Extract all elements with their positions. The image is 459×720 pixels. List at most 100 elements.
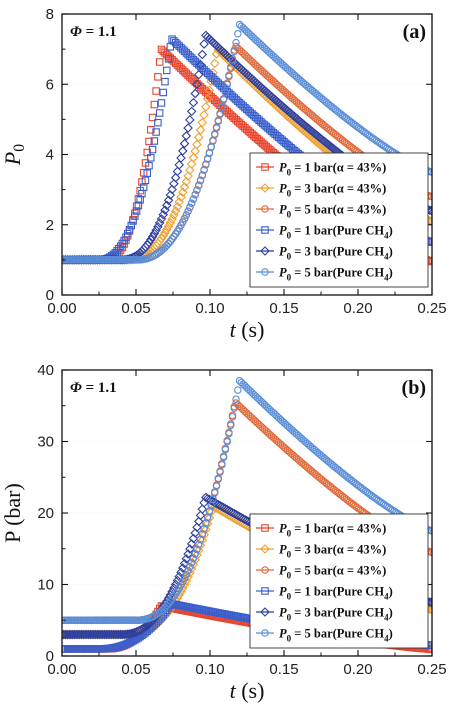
- data-point: [162, 224, 172, 235]
- data-point: [164, 599, 173, 608]
- data-point: [230, 404, 239, 412]
- legend-marker: [261, 268, 269, 276]
- data-point: [181, 131, 192, 141]
- y-tick-label: 0: [46, 648, 54, 665]
- phi-annotation: Φ = 1.1: [70, 24, 117, 40]
- legend-label: P0 = 1 bar(α = 43%): [279, 522, 386, 539]
- data-point: [226, 64, 235, 73]
- data-point: [187, 199, 196, 208]
- data-point: [166, 237, 175, 246]
- x-tick-label: 0.25: [417, 300, 446, 317]
- data-point: [62, 645, 66, 653]
- legend-label: P0 = 1 bar(Pure CH4): [279, 224, 393, 241]
- data-point: [158, 230, 169, 241]
- data-point: [125, 225, 134, 234]
- data-point: [212, 124, 221, 132]
- data-point: [209, 58, 220, 69]
- legend-marker: [261, 587, 269, 595]
- data-point: [202, 93, 213, 104]
- data-point: [181, 176, 192, 187]
- data-point: [196, 176, 205, 185]
- data-point: [163, 221, 174, 232]
- data-point: [188, 97, 199, 108]
- legend: P0 = 1 bar(α = 43%) P0 = 3 bar(α = 43%) P0…: [249, 152, 429, 288]
- data-point: [122, 629, 133, 639]
- x-tick-label: 0.00: [47, 661, 76, 678]
- data-point: [221, 445, 230, 454]
- data-point: [201, 102, 211, 112]
- data-point: [145, 137, 153, 146]
- data-point: [204, 85, 215, 95]
- data-point: [154, 73, 162, 81]
- x-tick-label: 0.25: [417, 661, 446, 678]
- data-point: [199, 39, 209, 49]
- data-point: [234, 29, 242, 38]
- data-point: [214, 475, 223, 483]
- data-point: [132, 207, 141, 215]
- data-point: [126, 628, 137, 639]
- data-point: [219, 96, 228, 104]
- legend-label: P0 = 1 bar(α = 43%): [279, 161, 386, 178]
- legend-marker: [260, 246, 270, 256]
- data-point: [123, 229, 132, 238]
- legend-label: P0 = 3 bar(α = 43%): [279, 543, 386, 560]
- legend-label: P0 = 5 bar(α = 43%): [279, 564, 386, 581]
- data-point: [195, 540, 203, 549]
- data-point: [197, 117, 208, 128]
- data-point: [196, 535, 205, 544]
- y-tick-label: 0: [46, 287, 54, 304]
- data-point: [150, 100, 159, 109]
- y-tick-label: 6: [46, 76, 54, 93]
- data-point: [148, 113, 157, 122]
- data-point: [190, 146, 200, 156]
- data-point: [191, 550, 199, 558]
- data-point: [219, 453, 228, 462]
- legend-marker: [261, 226, 269, 234]
- x-tick-label: 0.20: [343, 300, 372, 317]
- data-point: [176, 153, 186, 163]
- x-tick-label: 0.05: [121, 300, 150, 317]
- data-point: [145, 161, 153, 170]
- x-tick-label: 0.10: [195, 661, 224, 678]
- data-point: [191, 191, 199, 199]
- data-point: [221, 88, 230, 96]
- panel-label: (b): [402, 377, 426, 399]
- y-tick-label: 2: [46, 217, 54, 234]
- data-point: [177, 146, 188, 156]
- y-tick-label: 8: [46, 6, 54, 23]
- data-point: [189, 195, 198, 204]
- data-point: [186, 159, 197, 169]
- legend: P0 = 1 bar(α = 43%) P0 = 3 bar(α = 43%) P0…: [249, 513, 429, 649]
- data-point: [124, 629, 135, 639]
- data-point: [146, 234, 156, 245]
- data-point: [166, 597, 175, 606]
- y-tick-label: 40: [37, 362, 54, 379]
- data-point: [223, 80, 231, 89]
- legend-marker: [261, 205, 269, 213]
- data-point: [232, 38, 240, 47]
- legend-marker: [260, 544, 270, 554]
- data-point: [156, 233, 167, 244]
- data-point: [192, 139, 202, 150]
- x-tick-label: 0.15: [269, 661, 298, 678]
- legend-marker: [260, 183, 270, 193]
- data-point: [169, 210, 179, 220]
- data-point: [193, 545, 201, 554]
- data-point: [177, 583, 188, 593]
- data-point: [193, 132, 204, 143]
- data-point: [209, 495, 217, 504]
- x-tick-label: 0.20: [343, 661, 372, 678]
- y-tick-label: 20: [37, 505, 54, 522]
- data-point: [150, 137, 159, 145]
- x-axis-label: t (s): [230, 678, 265, 703]
- data-point: [167, 184, 177, 195]
- data-point: [147, 154, 155, 162]
- data-point: [183, 123, 193, 133]
- data-point: [228, 56, 237, 64]
- data-point: [225, 429, 233, 438]
- data-point: [188, 152, 199, 163]
- data-point: [195, 510, 206, 521]
- data-point: [190, 88, 200, 99]
- data-point: [234, 386, 242, 394]
